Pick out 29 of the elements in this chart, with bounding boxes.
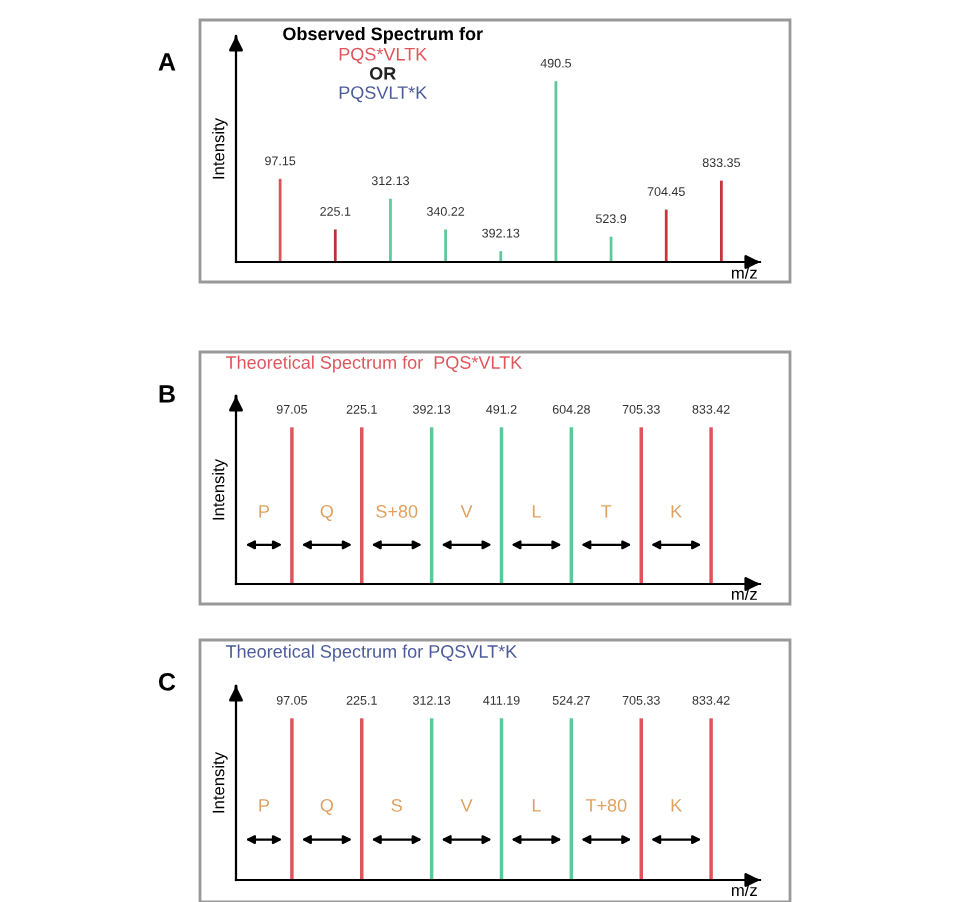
y-axis-title: Intensity [212,118,228,179]
chart-title: Theoretical Spectrum for PQS*VLTK [225,355,523,373]
text: PQS*VLTK [339,47,428,64]
text: B [159,385,175,403]
y-axis-title: Intensity [212,752,228,813]
text: C [158,673,176,691]
annotation: L [532,799,541,812]
annotation: V [460,505,473,518]
y-axis-title: Intensity [212,459,228,520]
x-axis-title: m/z [731,883,757,897]
annotation: S+80 [376,504,418,518]
annotation: T+80 [585,798,627,812]
annotation: Q [320,798,333,815]
annotation: Q [320,504,333,521]
text: A [158,53,176,71]
annotation: P [259,505,270,518]
annotation: V [460,799,473,812]
annotation: P [259,799,270,812]
annotation: K [671,505,682,518]
annotation: S [391,798,402,812]
x-axis-title: m/z [731,587,757,600]
x-axis-title: m/z [731,266,757,279]
annotation: K [671,799,682,812]
text: OR [369,66,396,80]
annotation: PQSVLT*K [339,86,428,103]
chart-title: Theoretical Spectrum for PQSVLT*K [225,644,517,662]
annotation: T [601,505,612,518]
chart-title: Observed Spectrum for [283,26,483,44]
annotation: L [532,505,541,518]
